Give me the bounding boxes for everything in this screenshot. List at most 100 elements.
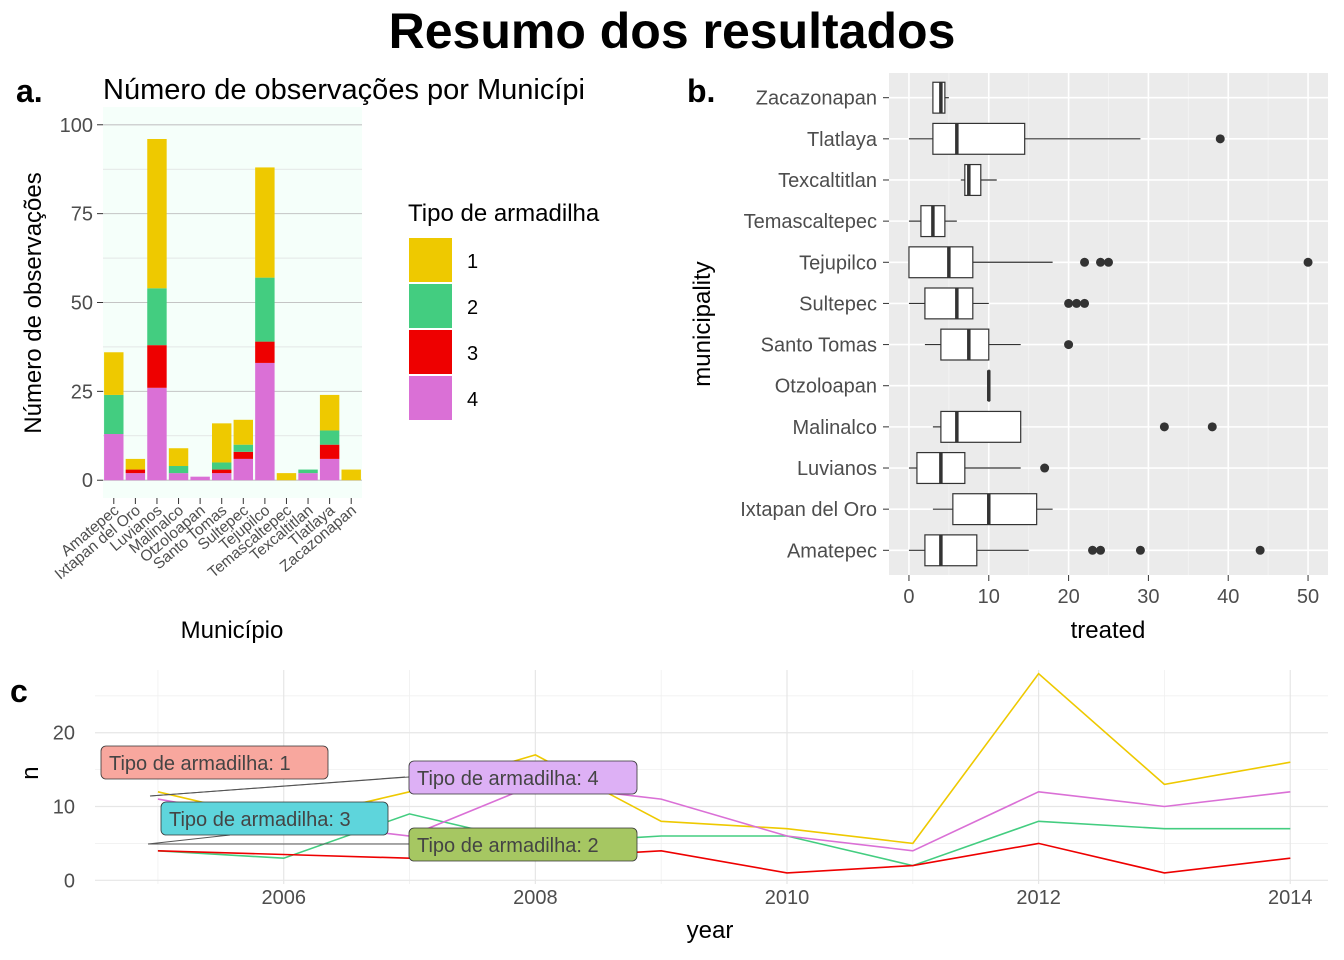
outlier-tlatlaya bbox=[1215, 134, 1225, 144]
legend-swatch-2 bbox=[409, 284, 452, 328]
panel-a-x-label: Município bbox=[181, 617, 284, 644]
series-label-text: Tipo de armadilha: 3 bbox=[169, 809, 351, 831]
bar-sultepec-trap-2 bbox=[233, 444, 254, 452]
bar-luvianos-trap-1 bbox=[147, 138, 167, 289]
legend-swatch-4 bbox=[409, 376, 452, 420]
series-label-text: Tipo de armadilha: 1 bbox=[109, 753, 291, 775]
panel-b-tag: b. bbox=[687, 73, 715, 109]
outlier-amatepec bbox=[1088, 545, 1098, 555]
y-tick-label: Zacazonapan bbox=[756, 88, 877, 110]
x-tick-label: 20 bbox=[1057, 586, 1079, 608]
bar-sultepec-trap-3 bbox=[233, 451, 254, 459]
bar-santo-tomas-trap-4 bbox=[211, 473, 232, 481]
bar-tejupilco-trap-1 bbox=[255, 167, 275, 278]
bar-malinalco-trap-2 bbox=[168, 466, 189, 474]
box-zacazonapan bbox=[932, 81, 946, 114]
x-tick-label: 2012 bbox=[1016, 887, 1061, 909]
box-sultepec bbox=[924, 287, 974, 320]
bar-zacazonapan-trap-1 bbox=[341, 469, 361, 481]
outlier-sultepec bbox=[1064, 298, 1074, 308]
x-tick-label: 2008 bbox=[513, 887, 558, 909]
bar-texcaltitlan-trap-4 bbox=[298, 473, 318, 481]
y-tick-label: 100 bbox=[60, 115, 93, 137]
outlier-amatepec bbox=[1135, 545, 1145, 555]
panel-a-title: Número de observações por Municípi bbox=[103, 74, 585, 106]
series-line-trap-2 bbox=[157, 813, 1291, 867]
y-tick-label: 0 bbox=[82, 470, 93, 492]
y-tick-label: Luvianos bbox=[797, 458, 877, 480]
panel-c-x-label: year bbox=[687, 917, 734, 944]
bar-otzoloapan-trap-4 bbox=[190, 476, 210, 481]
y-tick-label: Ixtapan del Oro bbox=[740, 499, 877, 521]
series-label-text: Tipo de armadilha: 4 bbox=[417, 768, 599, 790]
legend-label-4: 4 bbox=[467, 389, 478, 411]
box-ixtapan-del-oro bbox=[952, 493, 1038, 526]
series-label-box bbox=[160, 801, 389, 836]
legend-title: Tipo de armadilha bbox=[408, 200, 600, 227]
box-tejupilco bbox=[908, 246, 974, 279]
bar-tejupilco-trap-2 bbox=[255, 277, 275, 342]
legend-label-2: 2 bbox=[467, 297, 478, 319]
bar-texcaltitlan-trap-2 bbox=[298, 469, 318, 474]
bar-tlatlaya-trap-3 bbox=[319, 444, 340, 459]
x-tick-label: 0 bbox=[903, 586, 914, 608]
y-tick-label: Temascaltepec bbox=[744, 211, 877, 233]
panel-b-y-label: municipality bbox=[689, 261, 716, 386]
box-malinalco bbox=[940, 410, 1022, 443]
x-tick-label: 2006 bbox=[261, 887, 306, 909]
outlier-santo-tomas bbox=[1064, 340, 1074, 350]
series-label-text: Tipo de armadilha: 2 bbox=[417, 835, 599, 857]
x-tick-label: 10 bbox=[978, 586, 1000, 608]
panel-b-x-label: treated bbox=[1071, 617, 1146, 644]
y-tick-label: Sultepec bbox=[799, 293, 877, 315]
bar-ixtapan-del-oro-trap-1 bbox=[125, 458, 146, 470]
series-label-box bbox=[408, 760, 638, 795]
y-tick-label: Amatepec bbox=[787, 540, 877, 562]
label-connector bbox=[147, 834, 231, 845]
y-tick-label: 50 bbox=[71, 293, 93, 315]
legend-swatch-3 bbox=[409, 330, 452, 374]
series-label-box bbox=[100, 745, 329, 780]
outlier-luvianos bbox=[1040, 463, 1050, 473]
x-tick-label: 40 bbox=[1217, 586, 1239, 608]
outlier-tejupilco bbox=[1080, 257, 1090, 267]
bar-tejupilco-trap-4 bbox=[255, 362, 275, 481]
bar-temascaltepec-trap-1 bbox=[276, 473, 297, 481]
y-tick-label: Malinalco bbox=[793, 417, 877, 439]
box-tlatlaya bbox=[932, 122, 1026, 155]
bar-luvianos-trap-2 bbox=[147, 288, 167, 346]
legend-label-1: 1 bbox=[467, 251, 478, 273]
bar-amatepec-trap-2 bbox=[104, 394, 124, 435]
bar-luvianos-trap-4 bbox=[147, 387, 167, 481]
x-tick-label: 2014 bbox=[1268, 887, 1313, 909]
bar-sultepec-trap-1 bbox=[233, 419, 254, 445]
panel-b-boxplot: 0 10 20 30 40 50 Amatepec Ixtapan del Oro Luvian… bbox=[687, 73, 1328, 644]
bar-amatepec-trap-1 bbox=[104, 352, 124, 395]
y-tick-label: Otzoloapan bbox=[775, 376, 877, 398]
bar-ixtapan-del-oro-trap-4 bbox=[125, 473, 146, 481]
bar-tlatlaya-trap-4 bbox=[319, 458, 340, 481]
box-amatepec bbox=[924, 534, 978, 567]
panel-c-line-chart: 2006 2008 2010 2012 2014 0 10 20 Tipo de armadil… bbox=[10, 670, 1328, 944]
figure-title: Resumo dos resultados bbox=[388, 3, 956, 59]
y-tick-label: 75 bbox=[71, 204, 93, 226]
x-tick-label: 50 bbox=[1297, 586, 1319, 608]
y-tick-label: Texcaltitlan bbox=[778, 170, 877, 192]
y-tick-label: Santo Tomas bbox=[761, 335, 877, 357]
bar-tejupilco-trap-3 bbox=[255, 341, 275, 363]
y-tick-label: Tlatlaya bbox=[807, 129, 878, 151]
bar-santo-tomas-trap-3 bbox=[211, 469, 232, 474]
outlier-tejupilco bbox=[1303, 257, 1313, 267]
series-label-box bbox=[408, 827, 638, 862]
x-tick-label: 30 bbox=[1137, 586, 1159, 608]
bar-sultepec-trap-4 bbox=[233, 458, 254, 481]
y-tick-label: 0 bbox=[64, 870, 75, 892]
x-tick-label: 2010 bbox=[765, 887, 810, 909]
outlier-sultepec bbox=[1072, 298, 1082, 308]
outlier-tejupilco bbox=[1104, 257, 1113, 267]
box-santo-tomas bbox=[940, 328, 990, 361]
outlier-malinalco bbox=[1159, 422, 1169, 432]
y-tick-label: 10 bbox=[53, 797, 75, 819]
